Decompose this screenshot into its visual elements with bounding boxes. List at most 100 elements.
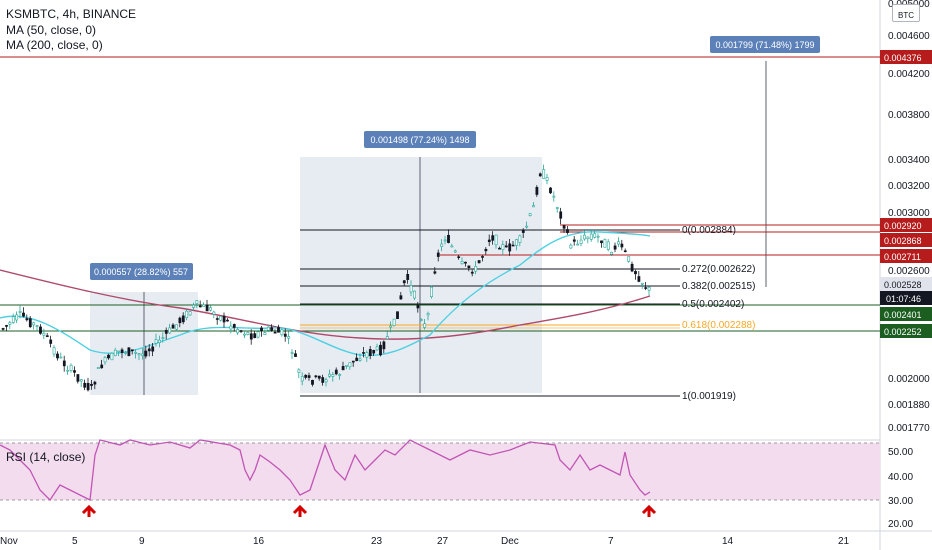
candle-body	[508, 243, 512, 252]
candle-body	[249, 333, 253, 340]
candle-body	[351, 360, 355, 363]
candle-body	[549, 187, 552, 194]
candle-body	[504, 245, 508, 248]
candle-body	[205, 304, 209, 312]
candle-body	[134, 352, 138, 354]
measure-box-1-label: 0.000557 (28.82%) 557	[94, 267, 188, 277]
candle-body	[331, 374, 335, 377]
candle-body	[566, 229, 569, 233]
candle-body	[45, 335, 49, 337]
candle-body	[385, 336, 389, 340]
candle-body	[552, 195, 556, 198]
candle-body	[623, 250, 627, 253]
time-axis[interactable]: Nov 5 9 16 23 27 Dec 7 14 21	[0, 536, 850, 547]
candle-body	[5, 325, 8, 327]
time-tick: 23	[371, 536, 383, 547]
candle-body	[402, 280, 406, 284]
candle-body	[39, 326, 42, 334]
time-tick: 16	[253, 536, 265, 547]
candle-body	[647, 286, 651, 291]
candle-body	[154, 339, 158, 344]
candle-body	[100, 364, 104, 369]
measure-box-3[interactable]: 0.001799 (71.48%) 1799	[710, 36, 820, 287]
price-tag: 0.002401	[884, 310, 922, 320]
candle-body	[56, 353, 59, 359]
ma50-legend[interactable]: MA (50, close, 0)	[6, 23, 97, 37]
candle-body	[185, 310, 189, 319]
candle-body	[124, 352, 127, 354]
candle-body	[579, 239, 583, 244]
measure-box-2-area	[300, 157, 542, 393]
candle-body	[158, 339, 161, 344]
candle-body	[620, 243, 624, 248]
price-tag: 0.002252	[884, 327, 922, 337]
price-tag: 0.002528	[884, 280, 922, 290]
candle-body	[263, 332, 267, 335]
measure-box-1[interactable]: 0.000557 (28.82%) 557	[90, 263, 198, 395]
candle-body	[542, 169, 546, 179]
fib-label-0: 0(0.002884)	[682, 225, 736, 236]
fib-retracement[interactable]: 0(0.002884) 0.272(0.002622) 0.382(0.0025…	[300, 225, 755, 402]
rsi-legend[interactable]: RSI (14, close)	[6, 450, 86, 464]
ma200-legend[interactable]: MA (200, close, 0)	[6, 38, 103, 52]
rsi-axis: 50.00 40.00 30.00 20.00	[888, 447, 913, 530]
rsi-tick: 30.00	[888, 496, 913, 507]
candle-body	[559, 211, 563, 219]
symbol-legend[interactable]: KSMBTC, 4h, BINANCE	[6, 7, 137, 21]
candle-body	[569, 244, 573, 249]
candle-body	[392, 318, 396, 326]
measure-box-3-label: 0.001799 (71.48%) 1799	[715, 40, 814, 50]
candle-body	[399, 295, 403, 300]
price-tick: 0.003400	[888, 155, 930, 166]
candle-body	[215, 318, 219, 320]
candle-body	[491, 235, 495, 241]
measure-box-2-tag	[364, 131, 476, 148]
time-tick: 14	[722, 536, 734, 547]
candle-body	[324, 379, 328, 383]
rsi-band	[0, 443, 880, 500]
candle-body	[341, 366, 345, 371]
candle-body	[290, 352, 294, 354]
candle-body	[22, 312, 25, 317]
time-tick: 21	[838, 536, 850, 547]
candle-body	[164, 330, 168, 334]
candle-body	[453, 250, 457, 253]
countdown-tag: 01:07:46	[886, 294, 921, 304]
candle-body	[600, 240, 603, 244]
candle-body	[596, 235, 600, 238]
price-tag-bg	[880, 249, 932, 263]
candle-body	[494, 234, 498, 246]
price-tick: 0.002000	[888, 374, 930, 385]
measure-box-2[interactable]: 0.001498 (77.24%) 1498	[300, 131, 542, 393]
candle-body	[120, 349, 124, 353]
candle-body	[321, 377, 325, 383]
candle-body	[73, 370, 76, 373]
candle-body	[256, 331, 260, 338]
candle-body	[141, 353, 144, 356]
candle-body	[525, 225, 529, 228]
candle-body	[69, 364, 73, 371]
candle-body	[15, 314, 19, 321]
candle-body	[365, 352, 369, 358]
price-tag-bg	[880, 277, 932, 291]
candle-body	[521, 230, 525, 233]
candle-body	[96, 367, 100, 369]
candle-body	[474, 266, 478, 272]
candle-body	[93, 381, 97, 385]
candle-body	[589, 233, 593, 240]
candle-body	[280, 329, 284, 336]
candle-body	[66, 369, 70, 372]
candle-body	[32, 322, 36, 326]
candle-body	[637, 276, 641, 282]
candle-body	[338, 374, 342, 376]
candle-body	[283, 333, 287, 337]
candle-body	[440, 243, 444, 247]
candle-body	[239, 330, 243, 332]
candle-body	[307, 375, 311, 378]
candle-body	[470, 271, 474, 274]
candle-body	[1, 328, 5, 330]
candle-body	[243, 333, 246, 336]
candle-body	[273, 331, 277, 334]
candle-body	[76, 374, 80, 382]
